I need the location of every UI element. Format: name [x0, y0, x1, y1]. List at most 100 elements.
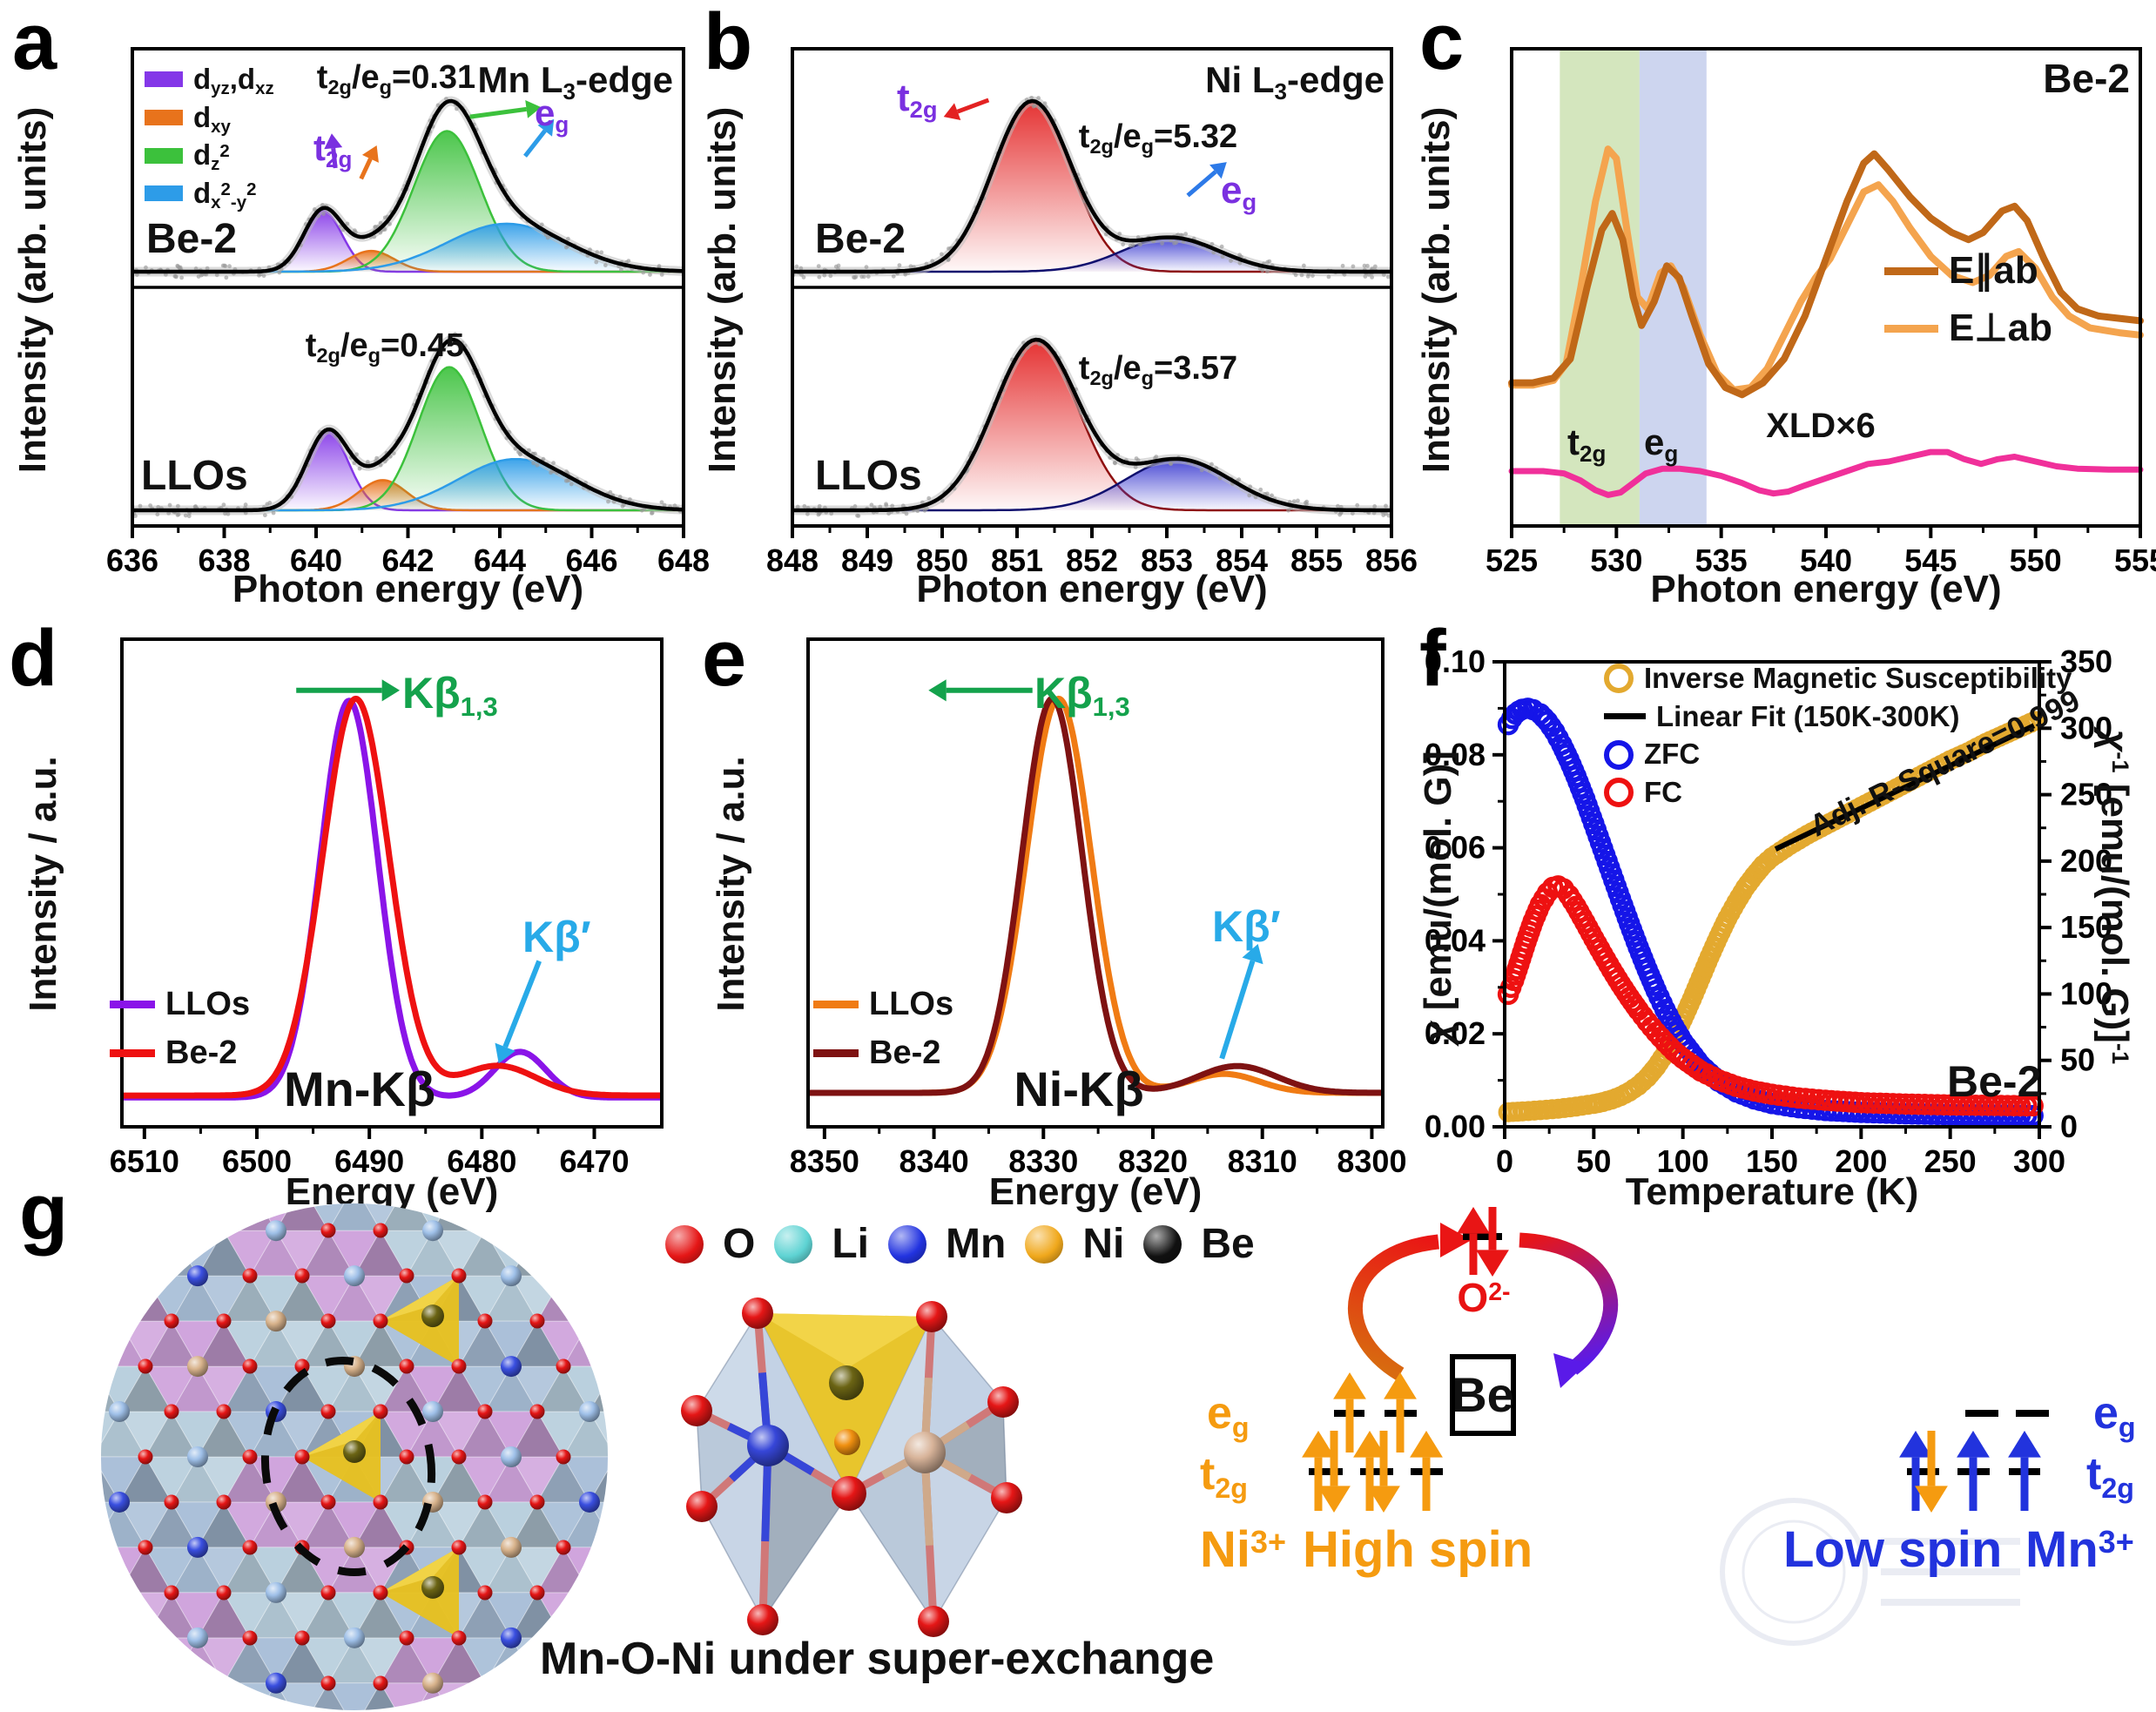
- legend-swatch: [145, 147, 183, 164]
- legend-label: Inverse Magnetic Susceptibility: [1644, 662, 2072, 694]
- svg-text:100: 100: [1657, 1143, 1709, 1179]
- legend-label: O: [723, 1221, 756, 1267]
- legend-item: LLOs: [110, 987, 250, 1022]
- svg-text:8320: 8320: [1118, 1143, 1188, 1179]
- legend-item: E⊥ab: [1884, 307, 2053, 350]
- svg-text:8340: 8340: [899, 1143, 969, 1179]
- svg-text:8330: 8330: [1008, 1143, 1078, 1179]
- svg-text:545: 545: [1904, 543, 1957, 578]
- svg-text:0.08: 0.08: [1425, 737, 1486, 772]
- svg-text:6480: 6480: [447, 1143, 516, 1179]
- panel-d-chart: 6510 6500 6490 6480 6470: [110, 637, 664, 1179]
- panel-f: 0 50 100 150 200 250 300 0.00 0.02 0.04 0.06 0.08 0.…: [1407, 613, 2156, 1223]
- sample-label: LLOs: [141, 453, 248, 499]
- polarization-legend: E∥ab E⊥ab: [1884, 250, 2053, 350]
- legend-label: Be-2: [869, 1034, 941, 1071]
- be-box-label: Be: [1452, 1366, 1514, 1422]
- svg-text:646: 646: [565, 543, 617, 578]
- legend-label: dx2-y2: [193, 176, 257, 213]
- svg-text:300: 300: [2060, 710, 2112, 745]
- spin-diagram: [1302, 1207, 2049, 1646]
- ratio-annotation: t2g/eg=3.57: [1078, 350, 1238, 390]
- high-spin-label: High spin: [1303, 1521, 1533, 1578]
- legend-item: E∥ab: [1884, 250, 2052, 291]
- sample-label: Be-2: [146, 216, 238, 262]
- y-axis-title: Intensity (arb. units): [11, 106, 54, 474]
- y-axis-title: Intensity / a.u.: [710, 756, 752, 1012]
- svg-text:0.02: 0.02: [1425, 1015, 1486, 1051]
- svg-text:540: 540: [1800, 543, 1852, 578]
- x-axis-title: Photon energy (eV): [1650, 568, 2002, 610]
- svg-text:150: 150: [2060, 909, 2112, 945]
- oxygen-ion-label: O2-: [1457, 1275, 1511, 1320]
- svg-text:6510: 6510: [110, 1143, 179, 1179]
- panel-letter-e: e: [702, 614, 747, 703]
- panel-letter-f: f: [1419, 614, 1446, 703]
- svg-text:555: 555: [2114, 543, 2156, 578]
- panel-c-chart: 525 530 535 540 545 550 555: [1486, 47, 2156, 578]
- svg-text:100: 100: [2060, 975, 2112, 1011]
- svg-text:856: 856: [1365, 543, 1418, 578]
- legend-item: dxy: [145, 100, 274, 137]
- legend-item: dx2-y2: [145, 176, 274, 213]
- legend-label: dxy: [193, 100, 231, 137]
- svg-text:350: 350: [2060, 644, 2112, 679]
- legend-label: Mn: [946, 1221, 1007, 1267]
- legend-label: FC: [1644, 775, 1682, 808]
- sample-label: LLOs: [815, 453, 922, 499]
- y-axis-title: Intensity / a.u.: [22, 756, 64, 1012]
- nickel-ion-label: Ni3+: [1200, 1521, 1286, 1578]
- svg-text:200: 200: [1835, 1143, 1887, 1179]
- svg-text:853: 853: [1141, 543, 1193, 578]
- svg-text:850: 850: [916, 543, 968, 578]
- legend-swatch: [110, 1001, 155, 1009]
- eg-band-label: eg: [1644, 421, 1679, 467]
- legend-swatch: [813, 1049, 859, 1058]
- x-axis-title: Temperature (K): [1625, 1170, 1919, 1213]
- ring-marker: [1604, 664, 1634, 694]
- svg-text:849: 849: [841, 543, 893, 578]
- ring-marker: [1604, 739, 1634, 770]
- legend-swatch: [1884, 324, 1938, 333]
- orbital-legend: dyz,dxz dxy dz2 dx2-y2: [145, 64, 274, 213]
- sample-label: Be-2: [2043, 56, 2130, 101]
- svg-text:0.00: 0.00: [1425, 1109, 1486, 1144]
- panel-letter-b: b: [704, 0, 753, 86]
- panel-letter-a: a: [12, 0, 57, 86]
- x-axis-title: Photon energy (eV): [232, 568, 584, 610]
- panel-e-chart: 8350 8340 8330 8320 8310 8300: [790, 637, 1406, 1179]
- ratio-annotation: t2g/eg=0.45: [305, 327, 465, 367]
- t2g-band-label: t2g: [1567, 421, 1607, 467]
- plot-title: Mn-Kβ: [283, 1062, 436, 1116]
- legend-swatch: [813, 1001, 859, 1009]
- svg-text:550: 550: [2010, 543, 2062, 578]
- svg-text:6470: 6470: [559, 1143, 629, 1179]
- legend-label: E⊥ab: [1949, 307, 2053, 350]
- legend-item: FC: [1604, 775, 2072, 808]
- magnetism-legend: Inverse Magnetic Susceptibility Linear F…: [1604, 662, 2072, 808]
- svg-text:854: 854: [1216, 543, 1268, 578]
- x-axis-title: Photon energy (eV): [916, 568, 1268, 610]
- t2g-level-label-right: t2g: [2086, 1449, 2134, 1504]
- svg-text:200: 200: [2060, 843, 2112, 879]
- panel-b-chart: 848 849 850 851 852 853 854 855 856: [766, 47, 1418, 578]
- edge-title: Mn L3-edge: [477, 59, 673, 104]
- legend-item: ZFC: [1604, 739, 2072, 770]
- legend-label: dz2: [193, 138, 230, 175]
- svg-text:525: 525: [1486, 543, 1538, 578]
- svg-text:851: 851: [991, 543, 1043, 578]
- kbeta-prime-label: Kβ′: [1212, 902, 1281, 951]
- panel-b: 848 849 850 851 852 853 854 855 856 b Ni L3-edge…: [695, 0, 1418, 615]
- t2g-annotation: t2g: [897, 77, 938, 124]
- ring-marker: [1604, 778, 1634, 808]
- legend-label: LLOs: [165, 986, 251, 1022]
- y-axis-title-right: χ-1 [emu/(mol. G)]-1: [2093, 729, 2136, 1065]
- t2g-level-label-left: t2g: [1200, 1449, 1248, 1504]
- svg-text:535: 535: [1695, 543, 1748, 578]
- line-marker: [1604, 713, 1646, 720]
- series-legend: LLOs Be-2: [110, 987, 250, 1071]
- beryllium-atom-icon: [1143, 1225, 1182, 1264]
- eg-annotation: eg: [535, 92, 569, 138]
- legend-item: dyz,dxz: [145, 64, 274, 98]
- legend-item: Inverse Magnetic Susceptibility: [1604, 662, 2072, 694]
